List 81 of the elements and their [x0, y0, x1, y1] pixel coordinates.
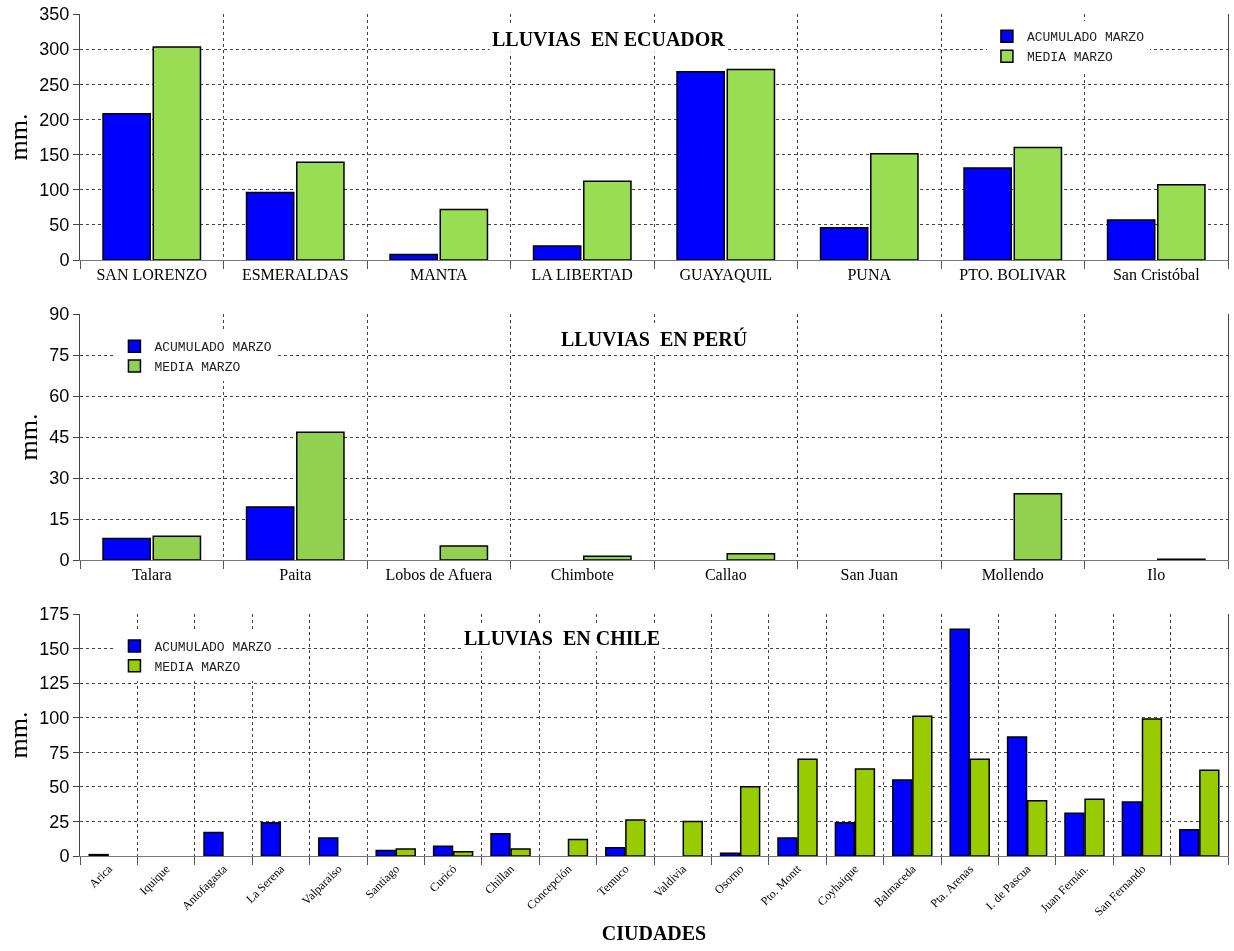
y-tick-label: 300 — [39, 39, 70, 60]
x-tick-label: Talara — [131, 566, 172, 584]
x-tick-label: Ilo — [1147, 566, 1166, 584]
bar — [567, 838, 589, 856]
y-tick-label: 50 — [49, 215, 70, 236]
y-axis-title: mm. — [3, 113, 33, 161]
y-tick-label: 25 — [49, 811, 70, 832]
bar — [102, 113, 151, 260]
y-tick-label: 30 — [49, 468, 70, 489]
bar — [1013, 493, 1063, 560]
bar — [583, 555, 632, 560]
legend-label: MEDIA MARZO — [154, 360, 241, 376]
bar — [726, 552, 776, 560]
y-tick-label: 150 — [39, 638, 70, 659]
legend-label: ACUMULADO MARZO — [1026, 30, 1145, 46]
bar — [682, 820, 703, 856]
y-tick-label: 350 — [39, 4, 70, 25]
legend-label: MEDIA MARZO — [1026, 50, 1113, 66]
x-axis-title: CIUDADES — [601, 922, 707, 945]
bar — [102, 537, 151, 560]
bar — [296, 431, 345, 560]
y-tick-label: 0 — [59, 250, 70, 271]
y-tick-label: 75 — [49, 345, 70, 366]
bar — [676, 70, 725, 260]
bar — [318, 837, 339, 856]
y-tick-label: 250 — [39, 74, 70, 95]
bar — [152, 535, 202, 560]
bar — [1013, 146, 1063, 260]
y-tick-label: 45 — [49, 427, 70, 448]
y-axis-title: mm. — [3, 711, 33, 759]
text: LLUVIAS EN CHILE — [464, 627, 661, 649]
y-tick-label: 0 — [59, 846, 70, 867]
bar — [726, 68, 776, 260]
x-tick-label: Callao — [704, 566, 747, 584]
x-tick-label: ESMERALDAS — [241, 266, 349, 284]
bar — [870, 153, 919, 260]
bar — [245, 506, 295, 560]
y-tick-label: 125 — [39, 673, 70, 694]
bar — [389, 253, 438, 260]
x-tick-label: Chimbote — [550, 566, 614, 584]
bar — [152, 46, 202, 260]
bar — [963, 167, 1012, 260]
bar — [296, 161, 345, 260]
x-tick-label: SAN LORENZO — [96, 266, 208, 284]
bar — [532, 245, 582, 260]
x-tick-label: MANTA — [410, 266, 468, 284]
x-tick-label: Paita — [279, 566, 312, 584]
bar — [583, 180, 632, 260]
bar — [1157, 184, 1206, 260]
x-tick-label: GUAYAQUIL — [679, 266, 773, 284]
x-tick-label: Mollendo — [981, 566, 1044, 584]
bar — [819, 226, 869, 260]
y-tick-label: 15 — [49, 509, 70, 530]
bar — [439, 208, 489, 260]
text: LLUVIAS EN PERÚ — [561, 327, 748, 350]
x-tick-label: PUNA — [847, 266, 892, 284]
y-tick-label: 175 — [39, 604, 70, 625]
y-tick-label: 200 — [39, 109, 70, 130]
x-tick-label: San Juan — [840, 566, 898, 584]
bar — [203, 831, 224, 856]
y-tick-label: 50 — [49, 777, 70, 798]
y-tick-label: 100 — [39, 708, 70, 729]
y-tick-label: 100 — [39, 180, 70, 201]
y-tick-label: 60 — [49, 386, 70, 407]
x-tick-label: San Cristóbal — [1112, 266, 1201, 284]
legend-label: MEDIA MARZO — [154, 659, 241, 675]
bar — [245, 191, 295, 260]
y-tick-label: 90 — [49, 304, 70, 325]
legend-label: ACUMULADO MARZO — [154, 639, 272, 655]
y-tick-label: 0 — [59, 550, 70, 571]
x-tick-label: PTO. BOLIVAR — [959, 266, 1067, 284]
x-tick-label: LA LIBERTAD — [531, 266, 633, 284]
y-axis-title: mm. — [13, 413, 43, 461]
bar — [439, 545, 489, 560]
legend-label: ACUMULADO MARZO — [154, 340, 272, 356]
bar — [260, 822, 282, 856]
text: LLUVIAS EN ECUADOR — [492, 28, 726, 50]
y-tick-label: 150 — [39, 144, 70, 165]
x-tick-label: Lobos de Afuera — [385, 566, 493, 584]
y-tick-label: 75 — [49, 742, 70, 763]
bar — [1106, 219, 1156, 260]
